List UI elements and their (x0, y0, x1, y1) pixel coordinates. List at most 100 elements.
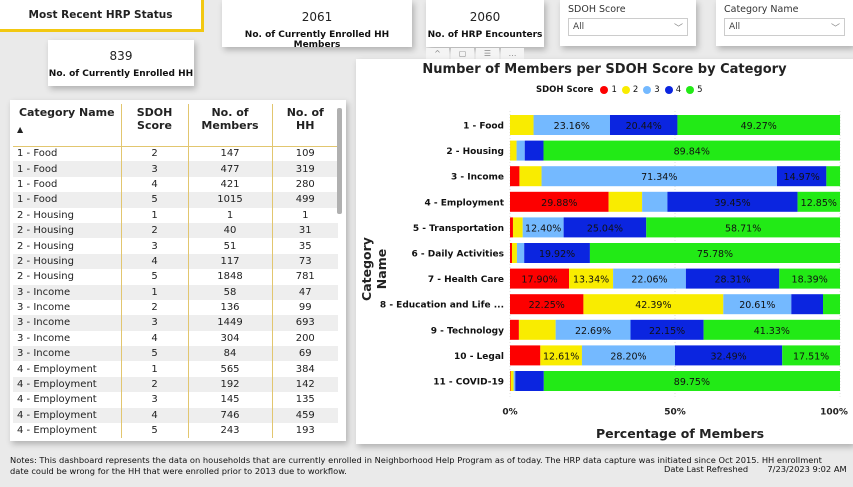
table-row[interactable]: 1 - Food51015499 (13, 192, 338, 207)
cell-hh: 693 (272, 315, 338, 330)
sdoh-score-dropdown[interactable]: All ﹀ (568, 18, 688, 36)
chevron-down-icon: ﹀ (831, 21, 840, 34)
table-row[interactable]: 3 - Income213699 (13, 300, 338, 315)
table-row[interactable]: 1 - Food2147109 (13, 146, 338, 161)
kpi-value: 2061 (222, 10, 412, 24)
table-row[interactable]: 4 - Employment5243193 (13, 423, 338, 438)
table-row[interactable]: 1 - Food3477319 (13, 161, 338, 176)
data-label: 49.27% (741, 121, 777, 132)
data-label: 22.25% (529, 300, 565, 311)
cell-hh: 200 (272, 331, 338, 346)
cell-members: 1449 (188, 315, 272, 330)
bar-segment[interactable] (515, 371, 544, 391)
table-row[interactable]: 2 - Housing35135 (13, 238, 338, 253)
most-recent-hrp-status-button[interactable]: Most Recent HRP Status (0, 0, 204, 32)
table-scrollbar[interactable] (337, 108, 342, 214)
bar-segment[interactable] (511, 371, 514, 391)
cell-sdoh-score: 4 (121, 254, 188, 269)
table-row[interactable]: 4 - Employment4746459 (13, 408, 338, 423)
bar-segment[interactable] (510, 320, 519, 340)
cell-sdoh-score: 5 (121, 423, 188, 438)
table-row[interactable]: 4 - Employment1565384 (13, 361, 338, 376)
table-row[interactable]: 4 - Employment2192142 (13, 377, 338, 392)
members-table: Category Name ▲ SDOH Score No. of Member… (10, 100, 346, 441)
bar-segment[interactable] (510, 141, 516, 161)
bar-segment[interactable] (514, 371, 516, 391)
kpi-enrolled-hh: 839 No. of Currently Enrolled HH (48, 40, 194, 86)
kpi-value: 839 (48, 49, 194, 63)
table-row[interactable]: 2 - Housing51848781 (13, 269, 338, 284)
column-header-members[interactable]: No. of Members (188, 104, 272, 146)
cell-category: 3 - Income (13, 315, 121, 330)
table-row[interactable]: 1 - Food4421280 (13, 177, 338, 192)
table-row[interactable]: 4 - Employment3145135 (13, 392, 338, 407)
bar-segment[interactable] (791, 294, 823, 314)
cell-category: 4 - Employment (13, 392, 121, 407)
cell-members: 147 (188, 146, 272, 161)
cell-category: 3 - Income (13, 300, 121, 315)
cell-members: 1 (188, 208, 272, 223)
dropdown-value: All (573, 22, 584, 32)
cell-sdoh-score: 2 (121, 146, 188, 161)
bar-segment[interactable] (510, 217, 513, 237)
kpi-value: 2060 (426, 10, 544, 24)
cell-members: 58 (188, 285, 272, 300)
cell-hh: 142 (272, 377, 338, 392)
bar-segment[interactable] (517, 243, 524, 263)
cell-hh: 384 (272, 361, 338, 376)
bar-segment[interactable] (525, 141, 544, 161)
bar-segment[interactable] (510, 345, 540, 365)
cell-members: 84 (188, 346, 272, 361)
cell-members: 1848 (188, 269, 272, 284)
data-label: 28.31% (714, 275, 750, 286)
column-header-category[interactable]: Category Name ▲ (13, 104, 121, 146)
bar-segment[interactable] (510, 115, 534, 135)
bar-segment[interactable] (609, 192, 642, 212)
cell-sdoh-score: 4 (121, 408, 188, 423)
cell-category: 2 - Housing (13, 238, 121, 253)
cell-members: 40 (188, 223, 272, 238)
cell-hh: 193 (272, 423, 338, 438)
data-label: 19.92% (539, 249, 575, 260)
bar-segment[interactable] (510, 166, 519, 186)
cell-category: 4 - Employment (13, 408, 121, 423)
table-row[interactable]: 3 - Income58469 (13, 346, 338, 361)
cell-category: 3 - Income (13, 285, 121, 300)
refresh-label: Date Last Refreshed (664, 464, 748, 474)
data-label: 22.15% (649, 326, 685, 337)
cell-category: 1 - Food (13, 146, 121, 161)
bar-segment[interactable] (642, 192, 667, 212)
sort-ascending-icon: ▲ (17, 125, 117, 134)
kpi-hrp-encounters: 2060 No. of HRP Encounters (426, 0, 544, 47)
data-label: 13.34% (573, 275, 609, 286)
bar-segment[interactable] (510, 243, 512, 263)
category-name-dropdown[interactable]: All ﹀ (724, 18, 845, 36)
bar-segment[interactable] (513, 217, 523, 237)
bar-segment[interactable] (519, 320, 556, 340)
data-label: 29.88% (541, 198, 577, 209)
table-row[interactable]: 3 - Income15847 (13, 285, 338, 300)
table-row[interactable]: 2 - Housing24031 (13, 223, 338, 238)
bar-segment[interactable] (510, 371, 511, 391)
table-row[interactable]: 2 - Housing111 (13, 208, 338, 223)
column-header-hh[interactable]: No. of HH (272, 104, 338, 146)
bar-segment[interactable] (517, 141, 525, 161)
bar-segment[interactable] (512, 243, 517, 263)
table-row[interactable]: 3 - Income4304200 (13, 331, 338, 346)
cell-sdoh-score: 1 (121, 361, 188, 376)
table-row[interactable]: 2 - Housing411773 (13, 254, 338, 269)
slicer-category-name: Category Name All ﹀ (716, 0, 853, 46)
y-category-label: 8 - Education and Life ... (380, 301, 504, 311)
column-header-sdoh-score[interactable]: SDOH Score (121, 104, 188, 146)
data-label: 32.49% (710, 351, 746, 362)
bar-segment[interactable] (823, 294, 840, 314)
data-label: 28.20% (610, 351, 646, 362)
cell-category: 4 - Employment (13, 377, 121, 392)
cell-category: 2 - Housing (13, 254, 121, 269)
data-label: 39.45% (714, 198, 750, 209)
table-row[interactable]: 3 - Income31449693 (13, 315, 338, 330)
bar-segment[interactable] (519, 166, 541, 186)
cell-sdoh-score: 1 (121, 285, 188, 300)
bar-segment[interactable] (826, 166, 840, 186)
kpi-label: No. of Currently Enrolled HH (48, 69, 194, 79)
